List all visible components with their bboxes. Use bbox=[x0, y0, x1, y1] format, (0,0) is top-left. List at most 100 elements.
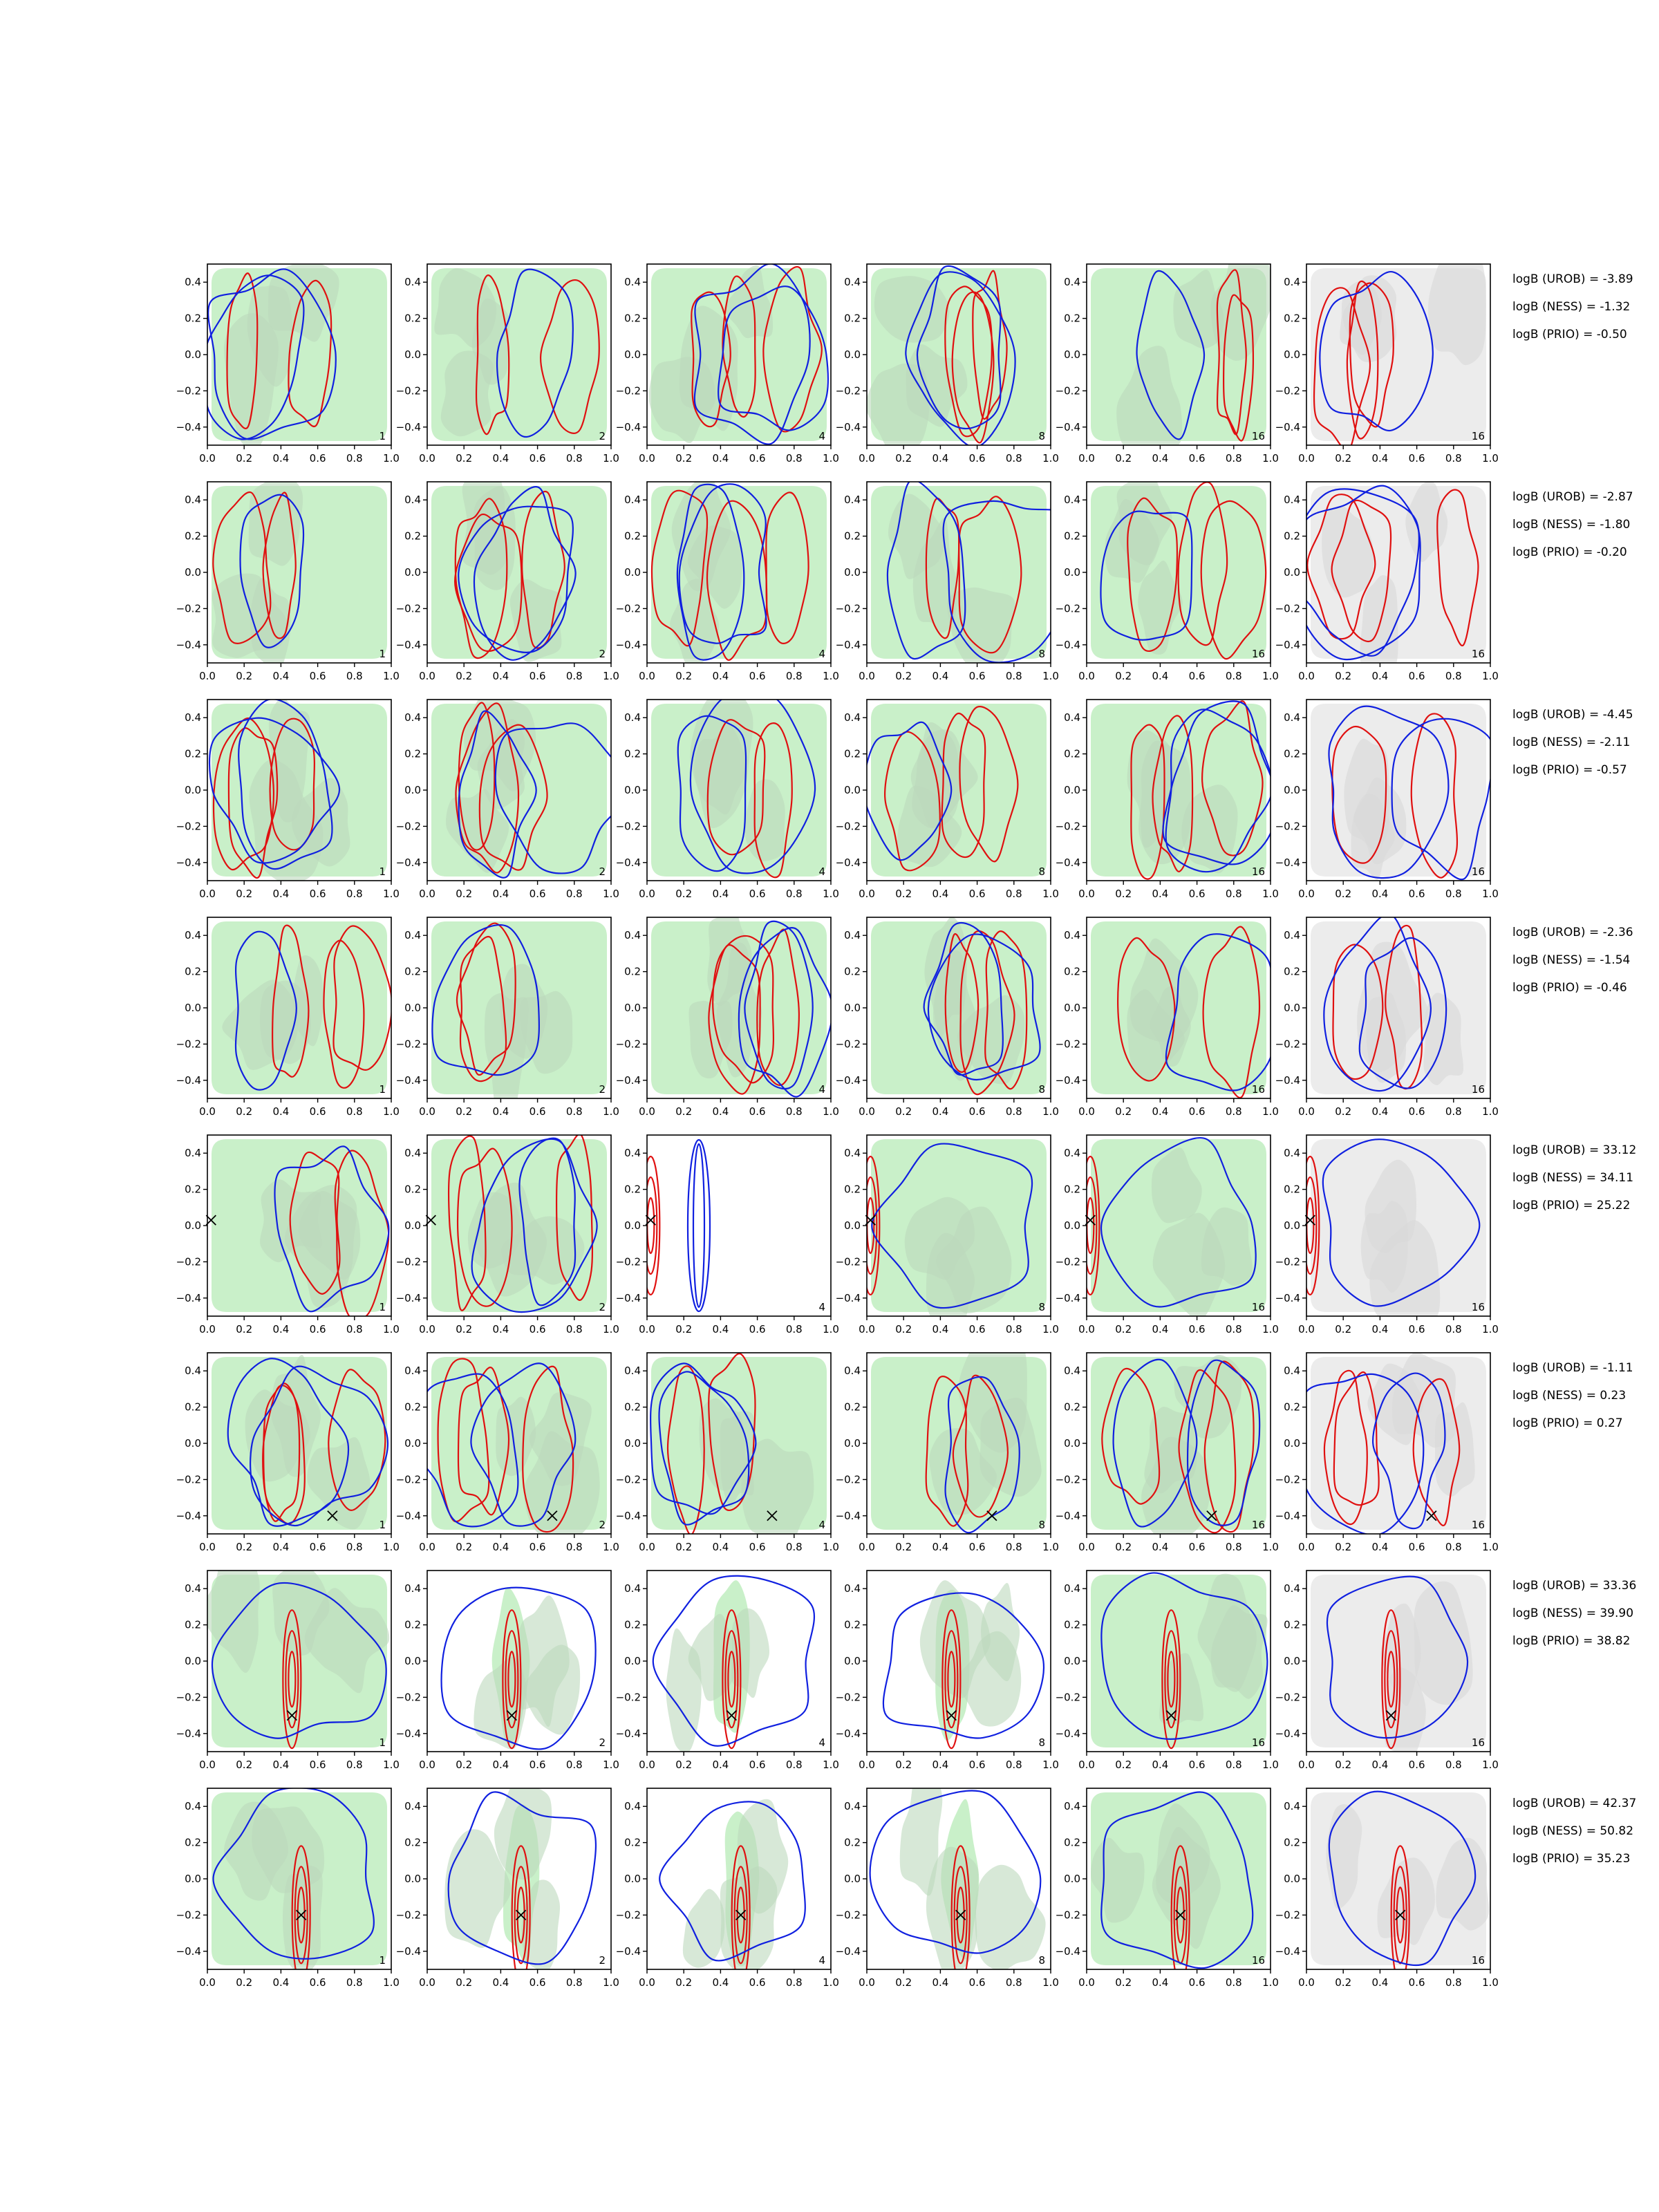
y-tick-label: 0.0 bbox=[844, 348, 861, 361]
y-tick-label: 0.0 bbox=[1064, 784, 1080, 796]
x-tick-label: 0.0 bbox=[199, 1759, 216, 1771]
y-tick-label: 0.0 bbox=[844, 566, 861, 579]
x-tick-label: 0.2 bbox=[1115, 452, 1132, 465]
logb-annotation: logB (PRIO) = -0.50 bbox=[1512, 328, 1627, 341]
y-tick-label: 0.0 bbox=[404, 1655, 421, 1667]
y-tick-label: 0.2 bbox=[1284, 748, 1300, 760]
x-tick-label: 0.0 bbox=[1298, 452, 1315, 465]
y-tick-label: 0.4 bbox=[185, 276, 201, 288]
y-tick-label: −0.4 bbox=[616, 1510, 641, 1522]
red-contour bbox=[884, 731, 941, 872]
panel-count-label: 4 bbox=[818, 1083, 825, 1096]
y-tick-label: 0.4 bbox=[844, 494, 861, 506]
blue-contour bbox=[744, 920, 814, 1090]
red-contour bbox=[984, 930, 1028, 1090]
y-tick-label: 0.0 bbox=[404, 784, 421, 796]
density-core bbox=[1351, 794, 1395, 880]
y-tick-label: 0.4 bbox=[404, 1147, 421, 1159]
x-tick-label: 0.4 bbox=[492, 888, 509, 900]
x-tick-label: 0.2 bbox=[456, 670, 472, 682]
blue-contour bbox=[1100, 510, 1193, 641]
y-tick-label: −0.4 bbox=[396, 1945, 421, 1958]
x-tick-label: 0.8 bbox=[1226, 1323, 1242, 1335]
x-tick-label: 0.6 bbox=[529, 670, 546, 682]
y-tick-label: 0.0 bbox=[1284, 1873, 1300, 1885]
blue-contour bbox=[250, 1365, 389, 1527]
density-core bbox=[307, 1437, 371, 1530]
x-tick-label: 0.6 bbox=[1189, 1105, 1206, 1118]
subplot-r2-c6: 16 0.0 0.2 0.4 0.6 0.8 1.0 0.4 0.2 0.0 −0.2 −0.4 bbox=[1275, 481, 1499, 682]
x-tick-label: 0.6 bbox=[1189, 1323, 1206, 1335]
red-contour bbox=[956, 1886, 965, 1944]
x-tick-label: 0.2 bbox=[895, 888, 912, 900]
density-core bbox=[222, 980, 299, 1070]
panel-count-label: 8 bbox=[1038, 1736, 1045, 1749]
x-tick-label: 0.6 bbox=[749, 888, 766, 900]
x-tick-label: 0.2 bbox=[456, 1541, 472, 1553]
x-tick-label: 0.0 bbox=[859, 1759, 875, 1771]
panel-count-label: 1 bbox=[379, 1954, 386, 1967]
y-tick-label: −0.2 bbox=[396, 602, 421, 615]
blue-contour bbox=[1136, 270, 1206, 440]
x-tick-label: 0.6 bbox=[1409, 1105, 1425, 1118]
y-tick-label: 0.2 bbox=[1284, 1837, 1300, 1849]
x-tick-label: 0.2 bbox=[456, 888, 472, 900]
red-contour bbox=[706, 719, 766, 856]
true-value-marker bbox=[735, 1909, 747, 1921]
x-tick-label: 0.4 bbox=[932, 452, 948, 465]
x-tick-label: 1.0 bbox=[603, 670, 619, 682]
red-contour bbox=[522, 1365, 574, 1533]
x-tick-label: 0.4 bbox=[712, 1759, 729, 1771]
x-tick-label: 0.0 bbox=[1298, 1759, 1315, 1771]
subplot-r7-c6: 16 0.0 0.2 0.4 0.6 0.8 1.0 0.4 0.2 0.0 −0.2 −0.4 bbox=[1275, 1570, 1499, 1771]
y-tick-label: 0.0 bbox=[624, 1437, 641, 1450]
y-tick-label: 0.2 bbox=[185, 966, 201, 978]
red-contour bbox=[972, 270, 1008, 420]
y-tick-label: 0.4 bbox=[1064, 1365, 1080, 1377]
y-tick-label: −0.2 bbox=[176, 1909, 201, 1921]
x-tick-label: 0.6 bbox=[1189, 452, 1206, 465]
x-tick-label: 0.0 bbox=[1298, 1976, 1315, 1989]
x-tick-label: 0.0 bbox=[419, 888, 435, 900]
blue-contour bbox=[1306, 1373, 1425, 1534]
y-tick-label: 0.2 bbox=[404, 312, 421, 325]
red-contour bbox=[263, 1382, 301, 1522]
red-contour bbox=[736, 1886, 745, 1944]
x-tick-label: 1.0 bbox=[1262, 888, 1279, 900]
true-value-marker bbox=[1385, 1709, 1396, 1721]
x-tick-label: 1.0 bbox=[603, 1105, 619, 1118]
red-contour bbox=[762, 265, 823, 433]
true-value-marker bbox=[296, 1909, 307, 1921]
y-tick-label: 0.0 bbox=[624, 1655, 641, 1667]
red-contour bbox=[941, 1609, 962, 1750]
y-tick-label: 0.4 bbox=[404, 494, 421, 506]
x-tick-label: 0.2 bbox=[1115, 1105, 1132, 1118]
blue-contour bbox=[1100, 1791, 1254, 1969]
y-tick-label: 0.0 bbox=[1284, 566, 1300, 579]
panel-count-label: 4 bbox=[818, 1301, 825, 1313]
panel-count-label: 16 bbox=[1472, 648, 1485, 660]
panel-count-label: 16 bbox=[1252, 430, 1265, 442]
panel-count-label: 2 bbox=[599, 1301, 606, 1313]
panel-count-label: 2 bbox=[599, 648, 606, 660]
density-core bbox=[268, 700, 310, 823]
x-tick-label: 0.0 bbox=[639, 1976, 655, 1989]
density-core bbox=[1326, 1804, 1362, 1909]
logb-annotation: logB (NESS) = -1.32 bbox=[1512, 300, 1630, 314]
red-contour bbox=[944, 1630, 959, 1729]
red-contour bbox=[647, 1155, 661, 1296]
y-tick-label: 0.4 bbox=[185, 1582, 201, 1595]
x-tick-label: 0.4 bbox=[932, 888, 948, 900]
x-tick-label: 0.6 bbox=[969, 888, 986, 900]
subplot-r1-c4: 8 0.0 0.2 0.4 0.6 0.8 1.0 0.4 0.2 0.0 −0.2 −0.4 bbox=[836, 263, 1059, 465]
panel-count-label: 16 bbox=[1252, 1519, 1265, 1531]
y-tick-label: −0.4 bbox=[1275, 1292, 1300, 1304]
y-tick-label: −0.2 bbox=[836, 1255, 861, 1268]
y-tick-label: 0.4 bbox=[404, 1582, 421, 1595]
y-tick-label: 0.2 bbox=[404, 1837, 421, 1849]
x-tick-label: 0.2 bbox=[895, 1323, 912, 1335]
y-tick-label: −0.2 bbox=[396, 1691, 421, 1703]
x-tick-label: 0.8 bbox=[566, 1759, 583, 1771]
red-contour bbox=[959, 706, 1019, 863]
